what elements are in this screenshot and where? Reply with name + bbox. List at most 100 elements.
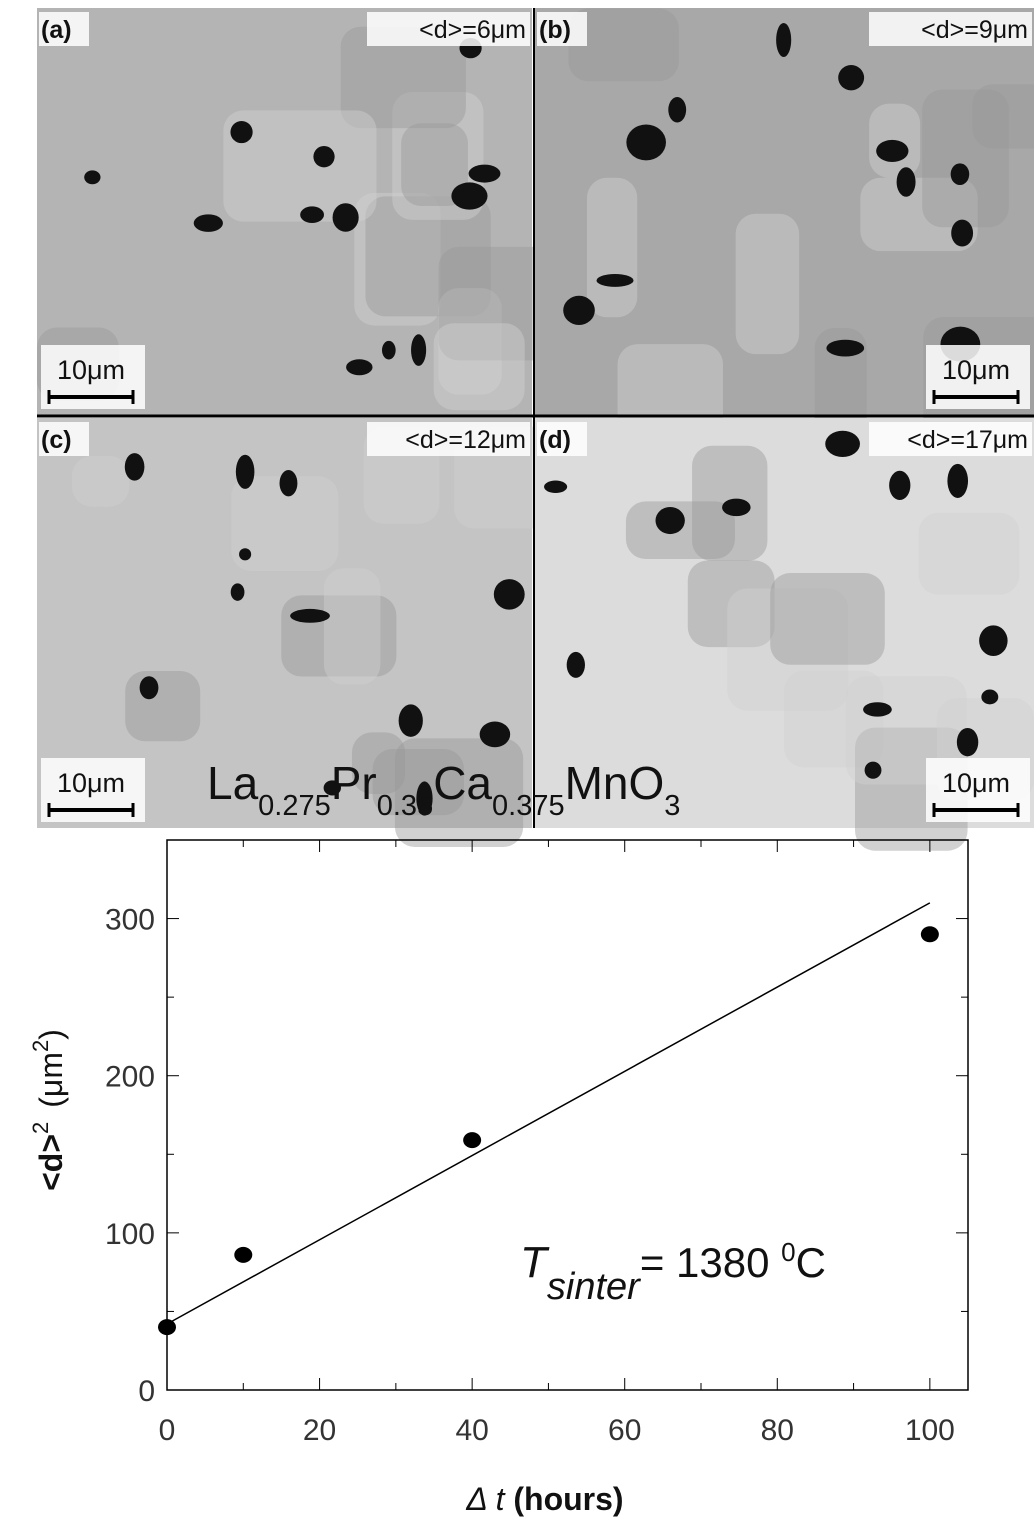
pore	[346, 359, 373, 376]
y-tick-label: 0	[138, 1375, 155, 1408]
x-tick-label: 60	[608, 1414, 641, 1447]
grain	[784, 670, 884, 768]
pore	[332, 203, 359, 232]
grain	[433, 323, 525, 411]
grain	[972, 84, 1034, 149]
y-label-part: )	[33, 1029, 69, 1040]
chart-title: La0.275Pr0.35Ca0.375MnO3	[207, 757, 680, 822]
panel-label: (a)	[41, 16, 72, 44]
pore	[544, 480, 568, 494]
label-bg	[869, 422, 1032, 456]
label-bg	[869, 12, 1032, 46]
grain	[860, 177, 978, 252]
grain-size: <d>=12μm	[405, 426, 526, 454]
grain	[372, 749, 465, 816]
pore	[124, 453, 145, 481]
x-label-part: Δ t	[465, 1481, 505, 1517]
grain	[340, 26, 466, 129]
x-axis-label: Δ t (hours)	[465, 1481, 623, 1517]
title-part: La	[207, 757, 259, 809]
y-label-superscript: 2	[28, 1040, 53, 1052]
title-part: Ca	[433, 757, 492, 809]
fit-line	[166, 902, 931, 1325]
pore	[566, 651, 585, 678]
grain-size: <d>=6μm	[419, 16, 526, 44]
grain	[401, 123, 468, 207]
title-subscript: 3	[664, 790, 680, 822]
pore	[947, 463, 969, 498]
scale-bar-label: 10μm	[942, 355, 1010, 385]
pore	[864, 761, 882, 779]
x-tick-label: 0	[159, 1414, 176, 1447]
x-tick-label: 100	[905, 1414, 955, 1447]
pore	[493, 579, 525, 610]
grain	[351, 732, 406, 795]
pore	[563, 295, 595, 325]
pore	[451, 182, 488, 210]
pore	[626, 124, 666, 161]
pore	[300, 206, 324, 224]
pore	[950, 163, 970, 186]
pore	[863, 702, 892, 717]
annotation: Tsinter= 1380 0C	[520, 1237, 826, 1308]
pore	[876, 139, 909, 163]
grain	[354, 192, 441, 326]
grain	[438, 288, 502, 395]
pore	[979, 625, 1008, 657]
data-point	[463, 1132, 482, 1149]
grain	[438, 246, 560, 361]
y-label-part: <d>	[33, 1134, 69, 1191]
label-bg	[39, 422, 89, 456]
pore	[84, 170, 101, 185]
pore	[889, 470, 911, 500]
grain	[770, 573, 885, 665]
scale-bar-label: 10μm	[57, 768, 125, 798]
grain	[586, 177, 638, 318]
pore	[381, 340, 396, 360]
y-tick-label: 100	[105, 1218, 155, 1251]
panel-label: (b)	[539, 16, 571, 44]
pore	[279, 469, 298, 497]
annotation-superscript: 0	[781, 1237, 795, 1267]
grain	[922, 89, 1009, 228]
title-subscript: 0.375	[492, 790, 565, 822]
pore	[479, 721, 511, 748]
y-axis-label: <d>2(μm2)	[28, 1029, 69, 1191]
pore	[956, 727, 979, 757]
data-point	[158, 1319, 176, 1336]
x-label-part: (hours)	[504, 1481, 623, 1517]
y-label-part: (μm	[33, 1052, 69, 1108]
pore	[838, 64, 865, 91]
title-subscript: 0.275	[258, 790, 331, 822]
label-bg	[537, 422, 587, 456]
panel-label: (d)	[539, 426, 571, 454]
micrograph-panel: (a) <d>=6μm 10μm	[37, 8, 560, 415]
grain	[125, 671, 201, 742]
grain	[71, 455, 130, 507]
data-point	[920, 926, 939, 943]
grain	[568, 8, 679, 82]
label-bg	[537, 12, 587, 46]
label-bg	[367, 12, 530, 46]
pore	[235, 454, 255, 489]
pore	[668, 96, 687, 123]
grain	[231, 476, 339, 572]
grain	[735, 213, 800, 355]
y-label-superscript: 2	[28, 1122, 53, 1134]
plot-frame	[166, 839, 969, 1391]
pore	[825, 430, 860, 457]
pore	[951, 219, 974, 247]
label-bg	[39, 12, 89, 46]
pore	[230, 120, 253, 144]
grain-size: <d>=17μm	[907, 426, 1028, 454]
pore	[193, 214, 223, 232]
title-part: Pr	[331, 757, 377, 809]
annotation-subscript: sinter	[547, 1266, 641, 1308]
annotation-part: = 1380	[640, 1239, 781, 1286]
grain	[687, 560, 775, 648]
micrograph-panel: (d) <d>=17μm 10μm	[535, 418, 1034, 851]
grain	[918, 512, 1020, 595]
title-part: MnO	[565, 757, 665, 809]
scale-bar-label: 10μm	[942, 768, 1010, 798]
pore	[416, 781, 433, 816]
